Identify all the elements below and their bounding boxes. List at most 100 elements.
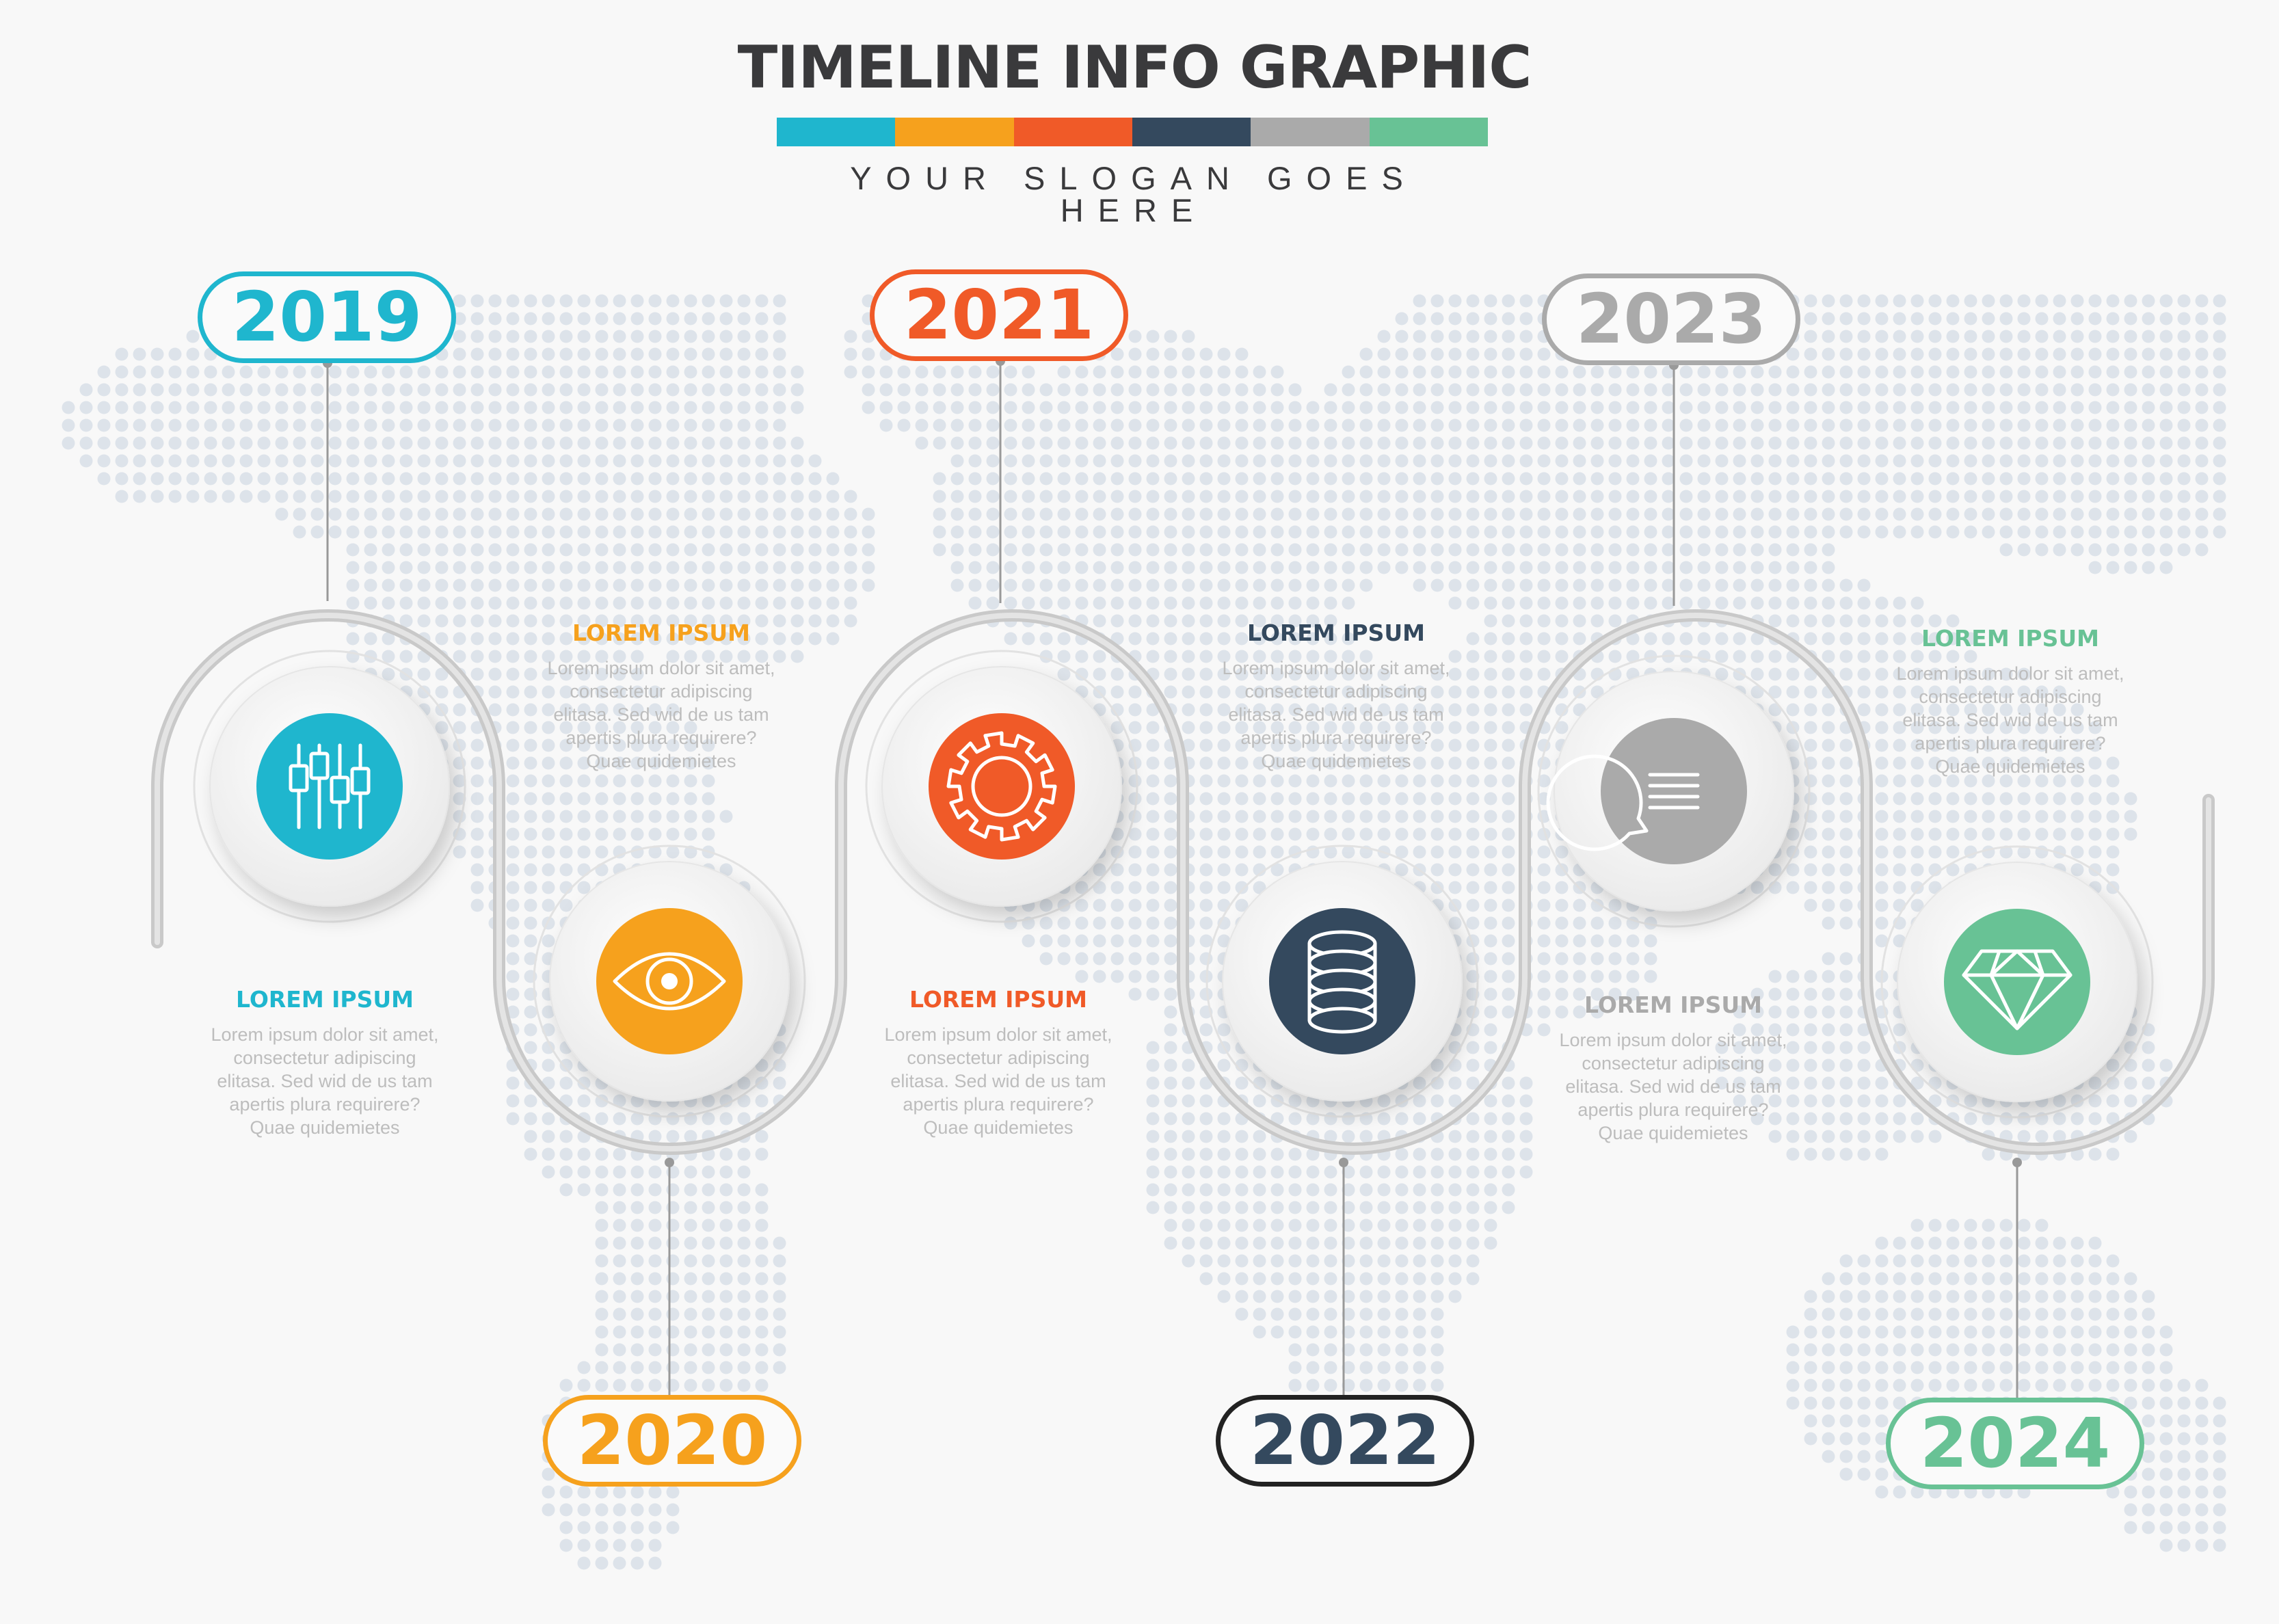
map-dot — [862, 525, 875, 539]
map-dot — [1199, 454, 1213, 468]
map-dot — [1679, 454, 1693, 468]
map-dot — [1519, 294, 1533, 308]
map-dot — [1217, 1219, 1231, 1232]
map-dot — [737, 561, 751, 574]
map-dot — [1715, 632, 1729, 645]
map-dot — [1804, 1130, 1817, 1143]
map-dot — [1199, 596, 1213, 610]
map-dot — [613, 810, 626, 823]
map-dot — [1199, 1165, 1213, 1179]
map-dot — [1377, 1112, 1391, 1126]
map-dot — [1199, 561, 1213, 574]
map-dot — [1982, 1219, 1995, 1232]
map-dot — [666, 1521, 680, 1534]
map-dot — [1430, 1307, 1444, 1321]
map-dot — [737, 507, 751, 521]
map-dot — [328, 383, 342, 397]
map-dot — [630, 1236, 644, 1250]
map-dot — [1146, 1094, 1160, 1108]
map-dot — [506, 792, 520, 806]
map-dot — [1146, 1165, 1160, 1179]
map-dot — [1875, 1379, 1889, 1392]
map-dot — [1893, 738, 1906, 752]
map-dot — [1964, 738, 1977, 752]
map-dot — [150, 383, 164, 397]
map-dot — [2124, 454, 2137, 468]
map-dot — [2142, 347, 2155, 361]
map-dot — [719, 383, 733, 397]
map-dot — [630, 1539, 644, 1552]
map-dot — [1004, 632, 1017, 645]
map-dot — [435, 525, 449, 539]
map-dot — [613, 1254, 626, 1268]
map-dot — [1324, 827, 1337, 841]
map-dot — [684, 312, 697, 325]
map-dot — [950, 561, 964, 574]
map-dot — [1466, 1059, 1480, 1072]
map-dot — [1128, 952, 1142, 966]
map-dot — [666, 1112, 680, 1126]
map-dot — [2088, 543, 2102, 557]
map-dot — [1146, 383, 1160, 397]
map-dot — [2070, 418, 2084, 432]
map-dot — [506, 525, 520, 539]
map-dot — [1804, 401, 1817, 414]
connector-dot — [1339, 1158, 1348, 1167]
map-dot — [559, 1130, 573, 1143]
map-dot — [1466, 1219, 1480, 1232]
map-dot — [986, 383, 1000, 397]
map-dot — [2124, 418, 2137, 432]
map-dot — [1288, 1290, 1302, 1303]
map-dot — [2053, 418, 2066, 432]
map-dot — [1875, 525, 1889, 539]
map-dot — [2017, 507, 2031, 521]
map-dot — [1928, 454, 1942, 468]
map-dot — [1928, 1076, 1942, 1090]
map-dot — [150, 365, 164, 379]
map-dot — [1359, 365, 1373, 379]
map-dot — [1786, 507, 1800, 521]
map-dot — [1946, 738, 1960, 752]
map-dot — [719, 596, 733, 610]
map-dot — [1519, 436, 1533, 450]
description-line: consectetur adipiscing — [1244, 680, 1428, 702]
map-dot — [2053, 472, 2066, 485]
map-dot — [1839, 1307, 1853, 1321]
map-dot — [1253, 881, 1266, 894]
map-dot — [1270, 756, 1284, 770]
map-dot — [1537, 383, 1551, 397]
map-dot — [506, 507, 520, 521]
map-dot — [1128, 418, 1142, 432]
map-dot — [755, 1254, 769, 1268]
map-dot — [1555, 650, 1569, 663]
map-dot — [1768, 667, 1782, 681]
map-dot — [2035, 1254, 2049, 1268]
map-dot — [613, 1094, 626, 1108]
map-dot — [1982, 792, 1995, 806]
map-dot — [1270, 490, 1284, 503]
map-dot — [1306, 614, 1320, 628]
map-dot — [1128, 472, 1142, 485]
map-dot — [666, 294, 680, 308]
map-dot — [1039, 507, 1053, 521]
map-dot — [1697, 507, 1711, 521]
map-dot — [1839, 1432, 1853, 1446]
map-dot — [1733, 632, 1746, 645]
map-dot — [1484, 863, 1497, 877]
map-dot — [1395, 703, 1409, 717]
map-dot — [1999, 774, 2013, 788]
map-dot — [1182, 472, 1195, 485]
description-line: Quae quidemietes — [1261, 750, 1411, 771]
map-dot — [1946, 632, 1960, 645]
map-dot — [1822, 721, 1835, 734]
map-dot — [2106, 525, 2120, 539]
map-dot — [862, 507, 875, 521]
map-dot — [577, 436, 591, 450]
map-dot — [2053, 685, 2066, 699]
map-dot — [1999, 1290, 2013, 1303]
map-dot — [1306, 454, 1320, 468]
map-dot — [719, 561, 733, 574]
map-dot — [1182, 525, 1195, 539]
map-dot — [1359, 650, 1373, 663]
map-dot — [1715, 383, 1729, 397]
